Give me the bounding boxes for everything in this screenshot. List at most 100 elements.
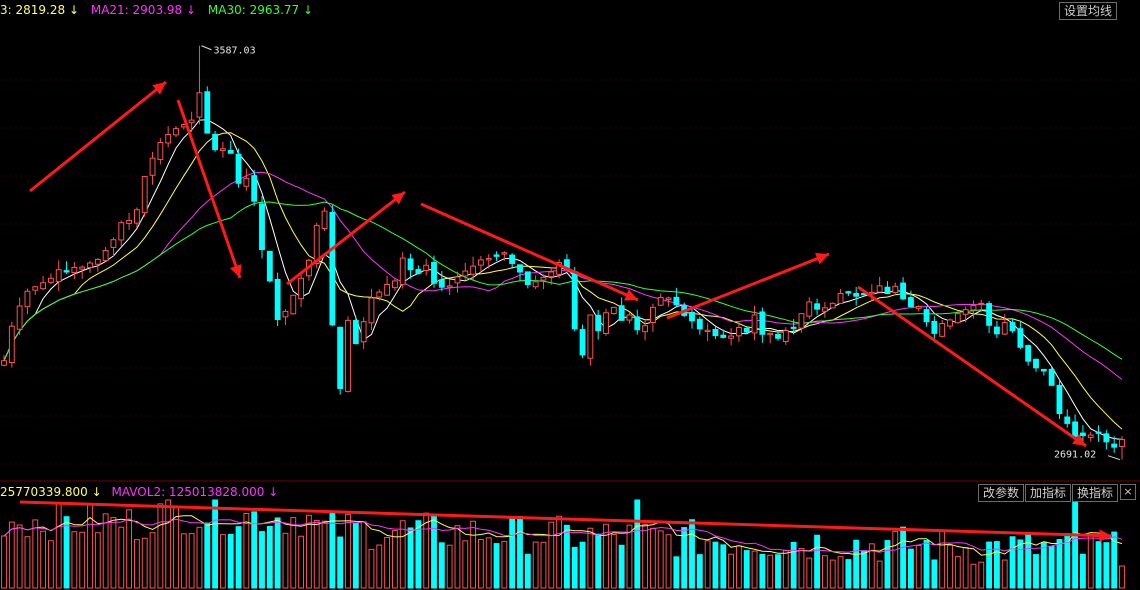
volume-bar	[219, 534, 226, 589]
candle-body	[360, 321, 367, 343]
vol-ma1-line	[3, 515, 1123, 556]
volume-bar	[806, 557, 813, 589]
volume-bar	[40, 530, 47, 589]
candle-body	[1119, 439, 1125, 448]
volume-bar	[376, 544, 383, 589]
trend-arrow	[420, 202, 639, 302]
candle-body	[1111, 443, 1118, 448]
volume-bar	[63, 516, 70, 589]
volume-bar	[1103, 542, 1110, 589]
mavol2-line	[3, 518, 1123, 553]
add-indicator-button[interactable]: 加指标	[1025, 484, 1072, 502]
candle-body	[16, 305, 23, 330]
candle-body	[947, 319, 953, 327]
volume-bar	[915, 544, 922, 589]
volume-bar	[1033, 554, 1039, 589]
volume-bar	[735, 545, 742, 589]
volume-bar	[243, 512, 250, 589]
switch-indicator-button[interactable]: 换指标	[1072, 484, 1119, 502]
ma21-arrow: ↓	[185, 3, 197, 17]
trend-arrows	[19, 80, 1113, 542]
trend-arrow	[666, 252, 830, 320]
candle-body	[845, 291, 852, 294]
volume-bar	[548, 521, 555, 589]
volume-bar	[814, 534, 821, 589]
moving-average-lines	[3, 119, 1123, 440]
volume-bar	[931, 559, 938, 589]
volume-bar	[759, 553, 766, 589]
candle-body	[55, 269, 62, 282]
candle-body	[790, 326, 797, 329]
candle-body	[642, 325, 649, 333]
volume-bar	[712, 541, 719, 589]
candle-body	[8, 325, 15, 364]
candle-body	[1072, 421, 1079, 437]
volume-bar	[55, 501, 62, 589]
candle-body	[798, 313, 805, 329]
candle-body	[71, 267, 78, 274]
volume-bar	[978, 561, 985, 589]
volume-bar	[102, 513, 109, 589]
candle-body	[814, 303, 821, 310]
candle-body	[806, 301, 813, 317]
ma10-line	[3, 132, 1123, 430]
volume-bar	[94, 532, 101, 589]
high-pointer	[201, 45, 212, 51]
trend-arrow	[176, 99, 242, 279]
candle-body	[978, 302, 985, 305]
candle-body	[1017, 328, 1024, 348]
candle-body	[415, 269, 422, 274]
volume-ma-lines	[3, 515, 1123, 556]
volume-bar	[563, 524, 570, 589]
volume-bar	[1095, 541, 1102, 589]
volume-bar	[853, 539, 860, 589]
candle-body	[1040, 368, 1047, 372]
volume-bar	[900, 526, 907, 589]
settings-ma-button[interactable]: 设置均线	[1059, 2, 1118, 20]
candle-body	[204, 91, 211, 134]
volume-bar	[634, 499, 641, 589]
volume-bar	[587, 527, 594, 589]
volume-bar	[321, 520, 328, 589]
volume-bar	[595, 533, 602, 589]
volume-bar	[790, 541, 797, 589]
candle-body	[884, 286, 891, 294]
ma30-arrow: ↓	[303, 3, 314, 17]
candle-body	[923, 309, 930, 323]
volume-bar	[907, 548, 914, 589]
volume-bar	[837, 556, 844, 589]
candle-body	[274, 278, 281, 320]
volume-bar	[407, 527, 414, 589]
candle-body	[501, 252, 508, 255]
candle-body	[939, 323, 946, 337]
ma-legend: 3: 2819.28 ↓ MA21: 2903.98 ↓ MA30: 2963.…	[0, 3, 313, 17]
volume-bar	[368, 548, 375, 589]
volume-bar	[1072, 499, 1079, 589]
candle-body	[438, 279, 445, 288]
vol-ma1-arrow: ↓	[91, 485, 102, 499]
candle-body	[1095, 431, 1102, 434]
candle-body	[431, 261, 437, 284]
volume-bar	[251, 511, 258, 589]
volume-bar	[743, 550, 750, 589]
change-params-button[interactable]: 改参数	[978, 484, 1025, 502]
volume-bar	[970, 563, 977, 589]
candle-body	[1025, 345, 1032, 362]
volume-bar	[532, 541, 539, 589]
candle-body	[423, 264, 430, 271]
volume-bar	[133, 539, 140, 589]
close-icon[interactable]: ×	[1120, 484, 1136, 500]
candle-body	[1056, 384, 1063, 415]
volume-bar	[485, 537, 492, 589]
candle-body	[24, 290, 31, 308]
volume-bar	[782, 550, 789, 589]
candle-body	[87, 262, 93, 268]
volume-bar	[399, 520, 406, 589]
trend-arrowhead	[230, 264, 242, 278]
volume-bar	[618, 544, 625, 589]
volume-bar	[923, 540, 930, 589]
candle-body	[657, 297, 664, 306]
volume-bar	[1048, 545, 1055, 589]
candle-body	[876, 285, 883, 293]
candle-body	[743, 327, 750, 333]
